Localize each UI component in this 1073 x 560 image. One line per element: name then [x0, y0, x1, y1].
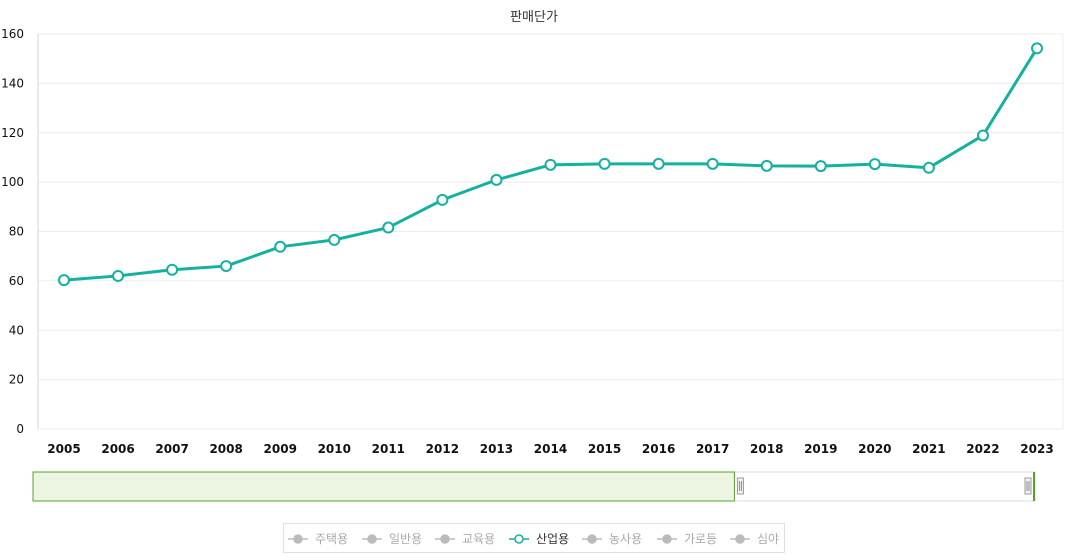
legend-item[interactable]: 가로등: [657, 532, 717, 546]
legend-marker-icon: [440, 534, 450, 544]
navigator-selected-range[interactable]: [32, 471, 735, 502]
x-tick-label: 2021: [912, 442, 945, 456]
x-tick-label: 2008: [209, 442, 242, 456]
legend-label: 산업용: [536, 532, 569, 546]
y-tick-label: 100: [1, 175, 24, 189]
x-tick-label: 2009: [264, 442, 297, 456]
data-point[interactable]: [490, 173, 503, 186]
x-tick-label: 2014: [534, 442, 567, 456]
legend-marker-icon: [735, 534, 745, 544]
navigator-handle-left[interactable]: [736, 477, 744, 495]
x-tick-label: 2007: [155, 442, 188, 456]
x-tick-label: 2012: [426, 442, 459, 456]
data-point[interactable]: [544, 158, 557, 171]
series-layer: [58, 42, 1043, 287]
y-axis: 0 20 40 60 80 100 120 140 160: [1, 27, 24, 436]
x-tick-label: 2013: [480, 442, 513, 456]
x-tick-label: 2023: [1020, 442, 1053, 456]
y-tick-label: 140: [1, 76, 24, 90]
x-tick-label: 2016: [642, 442, 675, 456]
data-point[interactable]: [760, 159, 773, 172]
x-tick-label: 2020: [858, 442, 891, 456]
legend-label: 교육용: [462, 532, 495, 546]
x-tick-label: 2018: [750, 442, 783, 456]
data-point[interactable]: [436, 193, 449, 206]
data-point[interactable]: [598, 157, 611, 170]
legend-label: 주택용: [315, 532, 348, 546]
legend-label: 일반용: [389, 532, 422, 546]
y-tick-label: 40: [9, 323, 24, 337]
x-axis: 2005 2006 2007 2008 2009 2010 2011 2012 2013 2014…: [47, 442, 1053, 456]
legend-label: 농사용: [609, 532, 642, 546]
data-point[interactable]: [652, 157, 665, 170]
legend-item[interactable]: 교육용: [435, 532, 495, 546]
y-tick-label: 60: [9, 274, 24, 288]
x-tick-label: 2006: [101, 442, 134, 456]
data-point[interactable]: [976, 129, 989, 142]
x-tick-label: 2015: [588, 442, 621, 456]
data-point[interactable]: [1031, 42, 1043, 55]
legend-item[interactable]: 주택용: [288, 532, 348, 546]
legend-marker-icon: [587, 534, 597, 544]
data-point[interactable]: [112, 269, 125, 282]
data-point[interactable]: [274, 240, 287, 253]
x-tick-label: 2005: [47, 442, 80, 456]
legend-marker-icon: [367, 534, 377, 544]
legend-marker-icon: [662, 534, 672, 544]
legend: 주택용 일반용 교육용 산업용 농사용 가로등 심야: [283, 523, 785, 553]
y-tick-label: 120: [1, 126, 24, 140]
x-tick-label: 2022: [966, 442, 999, 456]
x-tick-label: 2010: [318, 442, 351, 456]
legend-item[interactable]: 일반용: [362, 532, 422, 546]
legend-item[interactable]: 심야: [730, 532, 779, 546]
y-tick-label: 80: [9, 225, 24, 239]
navigator-handle-right[interactable]: [1024, 477, 1032, 495]
data-point[interactable]: [814, 160, 827, 173]
data-point[interactable]: [706, 157, 719, 170]
data-point[interactable]: [58, 274, 70, 287]
legend-marker-icon: [514, 534, 524, 544]
x-tick-label: 2011: [372, 442, 405, 456]
data-point[interactable]: [868, 158, 881, 171]
data-point[interactable]: [382, 221, 395, 234]
data-point[interactable]: [328, 233, 341, 246]
legend-label: 가로등: [684, 532, 717, 546]
data-point[interactable]: [922, 161, 935, 174]
legend-label: 심야: [757, 532, 779, 546]
range-navigator[interactable]: [32, 471, 1036, 502]
legend-items: 주택용 일반용 교육용 산업용 농사용 가로등 심야: [288, 532, 779, 546]
grid: [37, 33, 1064, 430]
data-point[interactable]: [166, 263, 179, 276]
legend-item[interactable]: 산업용: [509, 532, 569, 546]
chart-title: 판매단가: [510, 10, 558, 25]
legend-marker-icon: [293, 534, 303, 544]
y-tick-label: 0: [16, 422, 24, 436]
legend-item[interactable]: 농사용: [582, 532, 642, 546]
data-point[interactable]: [220, 260, 233, 273]
x-tick-label: 2019: [804, 442, 837, 456]
y-tick-label: 160: [1, 27, 24, 41]
y-tick-label: 20: [9, 373, 24, 387]
x-tick-label: 2017: [696, 442, 729, 456]
